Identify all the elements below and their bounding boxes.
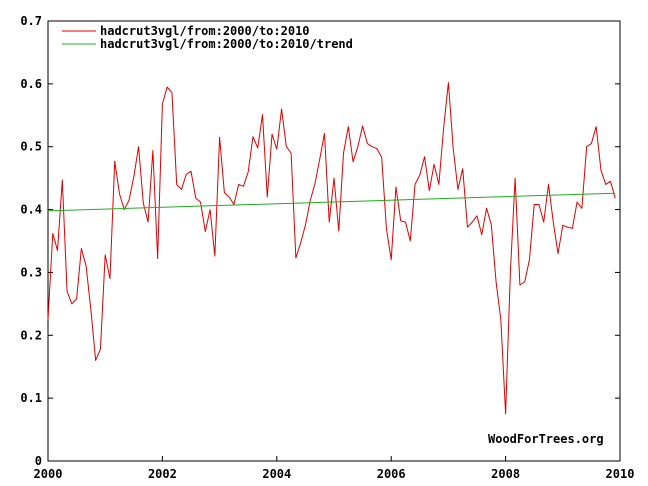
series-line-1 [47, 82, 616, 415]
series-layer [47, 82, 616, 415]
y-tick-label: 0.4 [20, 203, 42, 217]
y-tick-label: 0 [35, 454, 42, 468]
x-tick-label: 2008 [491, 467, 520, 481]
x-tick-label: 2004 [262, 467, 291, 481]
x-tick-label: 2010 [606, 467, 635, 481]
legend: hadcrut3vgl/from:2000/to:2010 hadcrut3vg… [62, 24, 353, 51]
credit-label: WoodForTrees.org [488, 432, 604, 446]
x-tick-label: 2000 [34, 467, 63, 481]
y-axis: 0 0.1 0.2 0.3 0.4 0.5 0.6 0.7 [20, 14, 620, 468]
legend-label-series-1: hadcrut3vgl/from:2000/to:2010 [100, 24, 310, 38]
plot-area [47, 20, 621, 462]
x-tick-label: 2006 [377, 467, 406, 481]
y-tick-label: 0.3 [20, 265, 42, 279]
series-line-2 [47, 192, 616, 212]
y-tick-label: 0.1 [20, 391, 42, 405]
y-tick-label: 0.5 [20, 140, 42, 154]
y-tick-label: 0.7 [20, 14, 42, 28]
y-tick-label: 0.6 [20, 77, 42, 91]
x-axis: 2000 2002 2004 2006 2008 2010 [34, 456, 635, 481]
legend-label-series-2: hadcrut3vgl/from:2000/to:2010/trend [100, 37, 353, 51]
x-tick-label: 2002 [148, 467, 177, 481]
y-tick-label: 0.2 [20, 328, 42, 342]
